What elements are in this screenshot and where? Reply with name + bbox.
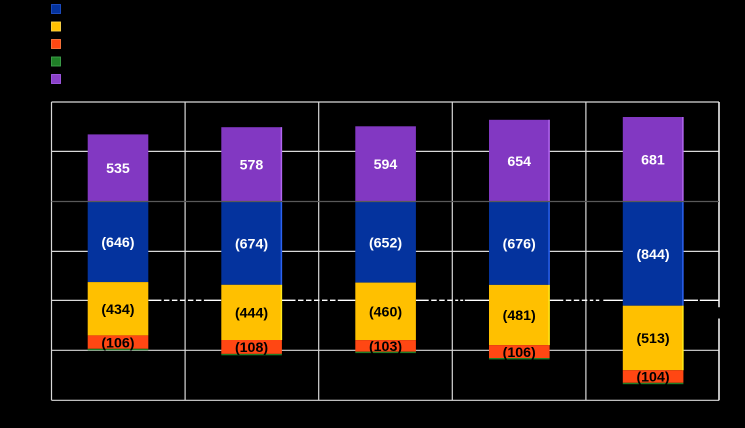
svg-text:(646): (646) xyxy=(101,235,134,251)
svg-text:(844): (844) xyxy=(636,247,669,263)
svg-text:681: 681 xyxy=(641,153,665,169)
svg-text:(434): (434) xyxy=(101,302,134,318)
svg-text:(513): (513) xyxy=(636,331,669,347)
svg-text:(104): (104) xyxy=(636,370,669,386)
svg-text:(652): (652) xyxy=(369,235,402,251)
svg-text:578: 578 xyxy=(240,158,264,174)
svg-text:(444): (444) xyxy=(235,306,268,322)
svg-text:(103): (103) xyxy=(369,339,402,355)
svg-text:(676): (676) xyxy=(503,236,536,252)
svg-text:(481): (481) xyxy=(503,308,536,324)
svg-text:(106): (106) xyxy=(101,335,134,351)
svg-text:654: 654 xyxy=(507,154,531,170)
svg-text:(460): (460) xyxy=(369,305,402,321)
svg-text:594: 594 xyxy=(374,157,398,173)
svg-text:535: 535 xyxy=(106,161,130,177)
svg-text:(674): (674) xyxy=(235,236,268,252)
svg-text:(106): (106) xyxy=(503,345,536,361)
svg-text:(108): (108) xyxy=(235,340,268,356)
